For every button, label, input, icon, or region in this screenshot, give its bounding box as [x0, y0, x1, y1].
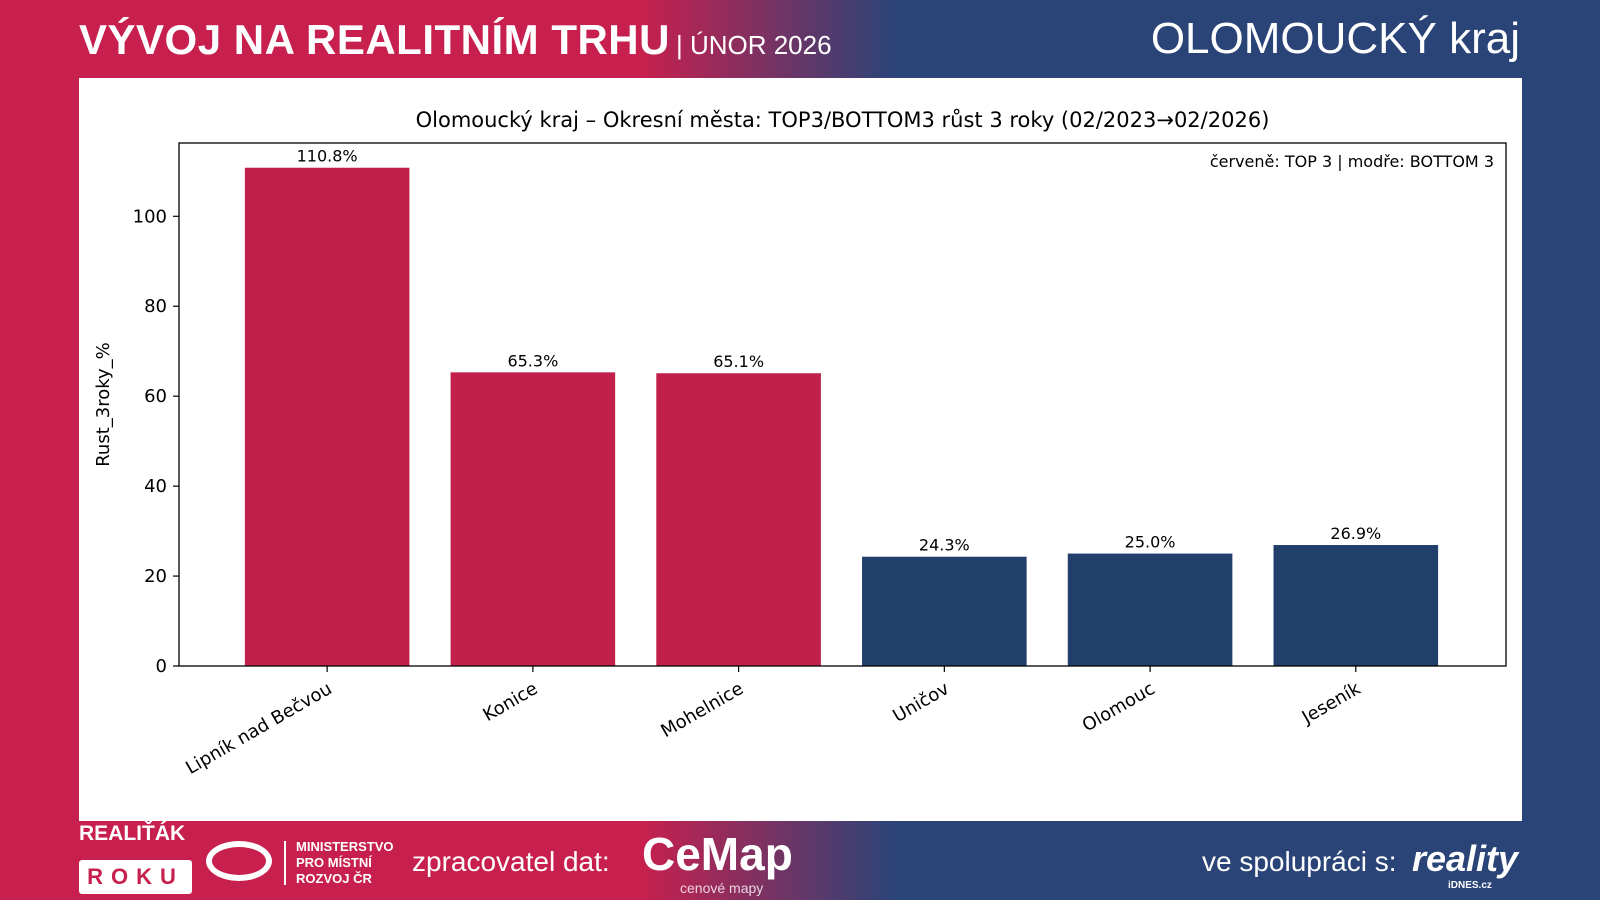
ministry-line: PRO MÍSTNÍ: [296, 855, 372, 870]
x-tick-label: Uničov: [889, 678, 953, 727]
plot-frame: [178, 142, 1507, 667]
legend-annotation: červeně: TOP 3 | modře: BOTTOM 3: [1210, 152, 1494, 171]
chart-title: Olomoucký kraj – Okresní města: TOP3/BOT…: [416, 108, 1270, 132]
ministry-line: ROZVOJ ČR: [296, 871, 372, 886]
processor-label: zpracovatel dat:: [412, 846, 610, 877]
divider: [284, 841, 286, 885]
x-tick-label: Jeseník: [1298, 678, 1365, 729]
reality-subtitle: iDNES.cz: [1448, 880, 1492, 891]
y-tick-label: 40: [144, 476, 167, 497]
header-subtitle: | ÚNOR 2026: [675, 30, 832, 60]
data-label: 25.0%: [1125, 533, 1176, 552]
realitak-logo-top: REALIŤÁK: [79, 822, 186, 845]
x-tick-label: Lipník nad Bečvou: [182, 678, 335, 779]
bar: [862, 556, 1027, 666]
y-tick-label: 100: [133, 206, 167, 227]
ministry-text: MINISTERSTVO PRO MÍSTNÍ ROZVOJ ČR: [296, 839, 394, 887]
y-tick-label: 60: [144, 386, 167, 407]
bar: [1273, 545, 1439, 666]
bar: [656, 373, 821, 666]
bar-chart: Olomoucký kraj – Okresní města: TOP3/BOT…: [93, 108, 1507, 779]
cemap-logo: CeMap: [642, 828, 793, 880]
data-label: 65.3%: [507, 351, 558, 370]
bar: [1067, 553, 1233, 666]
header-title: VÝVOJ NA REALITNÍM TRHU: [79, 16, 670, 63]
data-label: 65.1%: [713, 352, 764, 371]
reality-logo: reality: [1412, 838, 1519, 879]
partner-label: ve spolupráci s:: [1202, 846, 1397, 877]
footer: REALIŤÁK ROKU MINISTERSTVO PRO MÍSTNÍ RO…: [0, 821, 1600, 900]
y-tick-label: 20: [144, 566, 167, 587]
ministry-emblem-icon: [206, 841, 272, 881]
x-tick-label: Mohelnice: [657, 678, 747, 742]
bar: [450, 372, 616, 666]
ministry-line: MINISTERSTVO: [296, 839, 394, 854]
chart-panel: Olomoucký kraj – Okresní města: TOP3/BOT…: [79, 78, 1522, 821]
data-label: 24.3%: [919, 536, 970, 555]
header-region: OLOMOUCKÝ kraj: [1150, 14, 1520, 63]
y-tick-label: 80: [144, 296, 167, 317]
cemap-subtitle: cenové mapy: [680, 880, 764, 896]
bar: [244, 167, 410, 666]
realitak-logo-bottom: ROKU: [79, 860, 192, 894]
y-axis-label: Rust_3roky_%: [93, 342, 114, 467]
data-label: 26.9%: [1330, 524, 1381, 543]
data-label: 110.8%: [297, 147, 358, 166]
header-title-block: VÝVOJ NA REALITNÍM TRHU | ÚNOR 2026: [79, 16, 832, 64]
x-tick-label: Konice: [480, 678, 542, 726]
y-tick-label: 0: [156, 656, 167, 677]
x-tick-label: Olomouc: [1079, 678, 1159, 736]
